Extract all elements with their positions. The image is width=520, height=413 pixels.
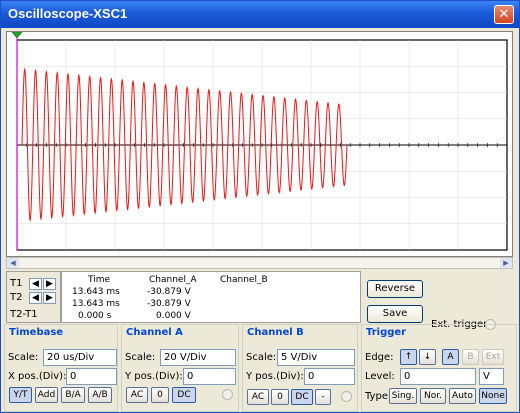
title-bar[interactable]: Oscilloscope-XSC1 ✕ [1,1,519,28]
trigger-group: Trigger Edge: ↑ ↓ A B Ext Level: 0 V Typ… [361,324,517,412]
trigger-title: Trigger [366,327,407,338]
xpos-field[interactable]: 0 [66,368,117,385]
channel-b-scale-field[interactable]: 5 V/Div [277,349,355,366]
trigger-level-unit[interactable]: V [479,368,504,385]
trigger-level-field[interactable]: 0 [400,368,476,385]
channel-b-title: Channel B [247,327,304,338]
trigger-level-label: Level: [365,371,395,382]
timebase-scale-label: Scale: [8,352,39,363]
trigger-type-none-button[interactable]: None [479,388,507,404]
t2-label: T2 [10,292,23,303]
header-channel-a: Channel_A [149,275,197,285]
channel-b-ypos-label: Y pos.(Div): [246,371,304,382]
trigger-type-auto-button[interactable]: Auto [449,388,476,404]
close-icon: ✕ [498,7,510,22]
row3-time: 0.000 s [78,311,112,321]
channel-a-trace [21,67,348,222]
trigger-edge-label: Edge: [365,352,394,363]
t1-right-arrow-icon[interactable]: ▶ [43,278,56,290]
mode-add-button[interactable]: Add [35,387,58,403]
t1-arrows: ◀ ▶ [29,278,57,290]
channel-a-title: Channel A [126,327,183,338]
save-button[interactable]: Save [367,305,423,323]
row1-channel-a: -30.879 V [147,287,191,297]
channel-a-dc-button[interactable]: DC [172,387,196,403]
timebase-scale-field[interactable]: 20 us/Div [43,349,117,366]
scope-screen [6,31,513,257]
channel-a-ac-button[interactable]: AC [126,387,148,403]
readout-panel: T1 ◀ ▶ T2 ◀ ▶ T2-T1 Time Channel_A Chann… [6,271,361,323]
edge-falling-icon[interactable]: ↓ [419,349,436,365]
timebase-title: Timebase [9,327,64,338]
channel-b-terminal[interactable] [341,391,352,402]
trigger-source-ext-button[interactable]: Ext [482,349,504,365]
cursor-controls: T1 ◀ ▶ T2 ◀ ▶ T2-T1 [6,271,61,323]
t2-left-arrow-icon[interactable]: ◀ [29,292,42,304]
row2-time: 13.643 ms [72,299,120,309]
channel-b-dc-button[interactable]: DC [291,389,313,405]
t2t1-label: T2-T1 [10,309,38,320]
row2-channel-a: -30.879 V [147,299,191,309]
header-channel-b: Channel_B [220,275,268,285]
header-time: Time [88,275,111,285]
trigger-source-b-button[interactable]: B [462,349,479,365]
channel-a-terminal[interactable] [222,389,233,400]
t1-left-arrow-icon[interactable]: ◀ [29,278,42,290]
channel-a-scale-field[interactable]: 20 V/Div [160,349,236,366]
xpos-label: X pos.(Div): [8,371,67,382]
horizontal-scrollbar[interactable]: ◀ ▶ [6,257,513,269]
t2-right-arrow-icon[interactable]: ▶ [43,292,56,304]
mode-yt-button[interactable]: Y/T [9,387,32,403]
channel-b-group: Channel B Scale: 5 V/Div Y pos.(Div): 0 … [242,324,358,412]
trigger-type-single-button[interactable]: Sing. [389,388,417,404]
trigger-type-normal-button[interactable]: Nor. [420,388,446,404]
scroll-right-icon[interactable]: ▶ [500,258,512,268]
trigger-source-a-button[interactable]: A [442,349,459,365]
t1-label: T1 [10,278,23,289]
close-button[interactable]: ✕ [494,5,514,24]
channel-b-invert-button[interactable]: - [315,389,331,405]
row3-channel-a: 0.000 V [156,311,191,321]
mode-ba-button[interactable]: B/A [61,387,85,403]
readout-table: Time Channel_A Channel_B 13.643 ms -30.8… [61,271,361,323]
channel-a-zero-button[interactable]: 0 [151,387,169,403]
channel-b-ypos-field[interactable]: 0 [304,368,355,385]
trigger-type-label: Type [365,391,388,402]
channel-a-scale-label: Scale: [125,352,156,363]
channel-a-ypos-field[interactable]: 0 [183,368,236,385]
mode-ab-button[interactable]: A/B [88,387,112,403]
t2-arrows: ◀ ▶ [29,292,57,304]
edge-rising-icon[interactable]: ↑ [400,349,417,365]
channel-a-group: Channel A Scale: 20 V/Div Y pos.(Div): 0… [121,324,239,412]
scroll-left-icon[interactable]: ◀ [7,258,19,268]
cursor-t1-marker-icon [11,32,23,39]
reverse-button[interactable]: Reverse [367,280,423,298]
timebase-group: Timebase Scale: 20 us/Div X pos.(Div): 0… [4,324,118,412]
channel-b-ac-button[interactable]: AC [247,389,269,405]
window-title: Oscilloscope-XSC1 [8,6,128,21]
row1-time: 13.643 ms [72,287,120,297]
channel-b-zero-button[interactable]: 0 [271,389,289,405]
channel-b-scale-label: Scale: [246,352,277,363]
scope-display [11,32,508,251]
channel-a-ypos-label: Y pos.(Div): [125,371,183,382]
